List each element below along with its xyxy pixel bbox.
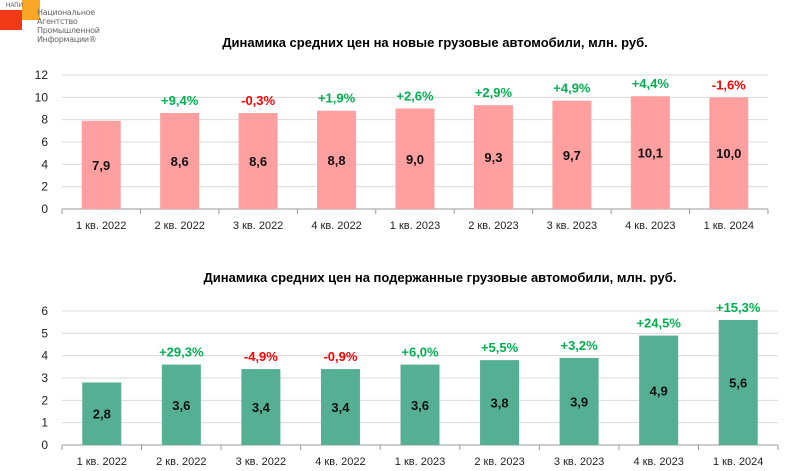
bar (718, 319, 758, 445)
x-tick-label: 1 кв. 2022 (76, 220, 126, 232)
change-label: +5,5% (481, 340, 519, 355)
bar (709, 97, 749, 209)
data-label: 9,7 (563, 148, 581, 163)
change-label: +1,9% (318, 91, 356, 106)
x-tick-label: 4 кв. 2023 (633, 456, 683, 468)
change-label: +4,4% (632, 76, 670, 91)
x-tick-label: 2 кв. 2023 (474, 456, 524, 468)
data-label: 8,6 (249, 154, 267, 169)
change-label: +3,2% (560, 338, 598, 353)
x-tick-label: 1 кв. 2023 (395, 456, 445, 468)
x-tick-label: 2 кв. 2022 (154, 220, 204, 232)
x-tick-label: 1 кв. 2023 (390, 220, 440, 232)
bar (320, 369, 360, 445)
data-label: 3,8 (491, 396, 509, 411)
bar (238, 112, 278, 209)
change-label: +2,9% (475, 85, 513, 100)
data-label: 8,8 (328, 153, 346, 168)
change-label: -4,9% (244, 349, 278, 364)
change-label: -1,6% (712, 77, 746, 92)
change-label: +24,5% (636, 316, 681, 331)
change-label: +2,6% (396, 89, 434, 104)
y-tick-label: 8 (41, 113, 48, 127)
logo-line: Агентство (37, 17, 78, 26)
chart-title: Динамика средних цен на новые грузовые а… (222, 35, 647, 50)
data-label: 3,6 (172, 398, 190, 413)
logo-line: Информации® (37, 35, 97, 44)
bar (559, 357, 599, 445)
bar (81, 120, 121, 209)
data-label: 8,6 (171, 154, 189, 169)
x-tick-label: 2 кв. 2023 (468, 220, 518, 232)
y-tick-label: 4 (41, 349, 48, 363)
y-tick-label: 10 (35, 90, 49, 104)
x-tick-label: 1 кв. 2024 (704, 220, 754, 232)
bar (395, 108, 435, 209)
change-label: +9,4% (161, 93, 199, 108)
y-tick-label: 6 (41, 135, 48, 149)
data-label: 3,4 (331, 400, 350, 415)
logo-red-square (0, 10, 22, 30)
data-label: 10,1 (638, 146, 663, 161)
y-tick-label: 4 (41, 157, 48, 171)
data-label: 4,9 (650, 383, 668, 398)
x-tick-label: 4 кв. 2022 (311, 220, 361, 232)
logo-line: Промышленной (37, 26, 100, 35)
chart-title: Динамика средних цен на подержанные груз… (204, 270, 677, 285)
bar (552, 100, 592, 209)
data-label: 5,6 (729, 375, 747, 390)
bar (317, 110, 357, 209)
data-label: 7,9 (92, 158, 110, 173)
x-tick-label: 3 кв. 2022 (236, 456, 286, 468)
bar (480, 360, 520, 445)
bar (161, 364, 201, 445)
napi-logo: НАПИ Национальное Агентство Промышленной… (0, 0, 120, 55)
y-tick-label: 0 (41, 202, 48, 216)
x-tick-label: 1 кв. 2022 (77, 456, 127, 468)
data-label: 10,0 (716, 146, 741, 161)
data-label: 3,9 (570, 394, 588, 409)
x-tick-label: 4 кв. 2022 (315, 456, 365, 468)
change-label: +15,3% (716, 300, 761, 315)
change-label: -0,9% (323, 349, 357, 364)
data-label: 3,4 (252, 400, 271, 415)
y-tick-label: 1 (41, 416, 48, 430)
data-label: 9,3 (484, 150, 502, 165)
bar (82, 382, 122, 445)
change-label: +6,0% (401, 345, 439, 360)
bar (639, 335, 679, 445)
bar (400, 364, 440, 445)
y-tick-label: 3 (41, 371, 48, 385)
logo-abbr: НАПИ (6, 3, 23, 9)
y-tick-label: 2 (41, 180, 48, 194)
logo-orange-square (22, 0, 40, 20)
data-label: 3,6 (411, 398, 429, 413)
y-tick-label: 12 (35, 68, 49, 82)
x-tick-label: 3 кв. 2023 (547, 220, 597, 232)
bar (630, 96, 670, 209)
x-tick-label: 2 кв. 2022 (156, 456, 206, 468)
x-tick-label: 3 кв. 2022 (233, 220, 283, 232)
y-tick-label: 2 (41, 393, 48, 407)
change-label: -0,3% (241, 93, 275, 108)
bar (473, 105, 513, 209)
bar (241, 369, 281, 445)
data-label: 9,0 (406, 152, 424, 167)
y-tick-label: 6 (41, 304, 48, 318)
x-tick-label: 3 кв. 2023 (554, 456, 604, 468)
bar (160, 112, 200, 209)
x-tick-label: 4 кв. 2023 (625, 220, 675, 232)
y-tick-label: 5 (41, 326, 48, 340)
y-tick-label: 0 (41, 438, 48, 452)
x-tick-label: 1 кв. 2024 (713, 456, 763, 468)
change-label: +29,3% (159, 345, 204, 360)
data-label: 2,8 (93, 407, 111, 422)
change-label: +4,9% (553, 81, 591, 96)
logo-line: Национальное (37, 8, 95, 17)
